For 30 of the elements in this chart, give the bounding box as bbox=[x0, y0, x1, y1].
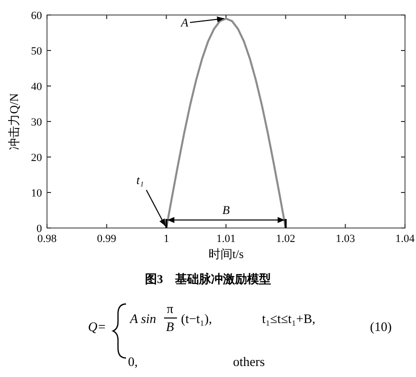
text: (t−t₁), bbox=[181, 311, 212, 326]
x-tick-label: 1.04 bbox=[395, 233, 416, 245]
y-axis-title: 冲击力Q/N bbox=[7, 92, 21, 150]
x-tick-label: 0.99 bbox=[97, 233, 117, 245]
annotation: t₁ bbox=[136, 173, 144, 187]
annotation: A bbox=[180, 16, 189, 30]
x-tick-label: 1.03 bbox=[336, 233, 356, 245]
x-tick-label: 1.02 bbox=[276, 233, 296, 245]
text: A sin bbox=[129, 311, 156, 326]
text: (10) bbox=[370, 319, 392, 334]
annotation: B bbox=[222, 203, 230, 217]
line-series bbox=[165, 18, 287, 229]
y-tick-label: 40 bbox=[31, 81, 42, 93]
text: π bbox=[166, 301, 174, 316]
x-tick-label: 1 bbox=[164, 233, 170, 245]
text: B bbox=[166, 319, 174, 334]
y-tick-label: 30 bbox=[31, 116, 42, 128]
y-tick-label: 10 bbox=[31, 188, 42, 200]
x-tick-label: 0.98 bbox=[37, 233, 58, 245]
text: Q= bbox=[88, 319, 106, 334]
y-tick-label: 60 bbox=[31, 10, 42, 22]
y-tick-label: 20 bbox=[31, 152, 42, 164]
x-axis-title: 时间t/s bbox=[208, 247, 244, 261]
text: 0, bbox=[128, 354, 138, 369]
x-tick-label: 1.01 bbox=[216, 233, 236, 245]
text: t₁≤t≤t₁+B, bbox=[262, 311, 316, 326]
y-tick-label: 50 bbox=[31, 46, 42, 58]
y-tick-label: 0 bbox=[36, 223, 42, 235]
caption: 图3 基础脉冲激励模型 bbox=[145, 272, 271, 286]
text: others bbox=[233, 354, 265, 369]
